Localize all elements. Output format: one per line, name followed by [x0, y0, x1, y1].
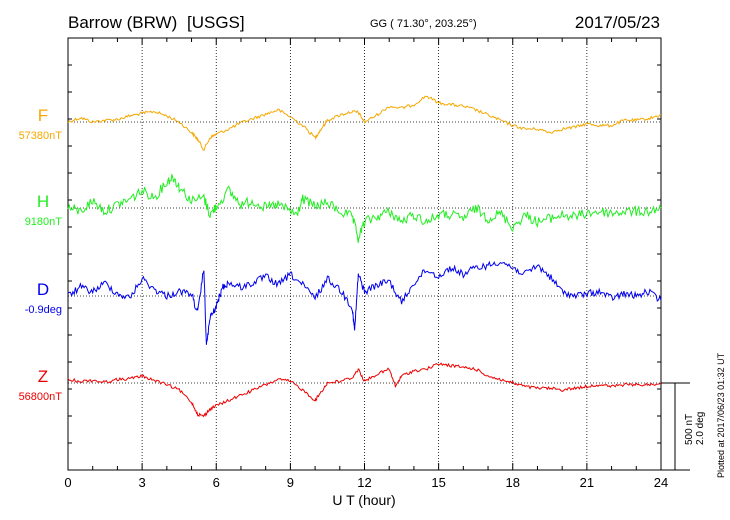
series-line-h	[67, 173, 662, 243]
x-tick-label: 12	[357, 475, 371, 490]
series-name-d: D	[37, 280, 49, 299]
x-axis-label: U T (hour)	[332, 492, 395, 508]
x-tick-label: 9	[287, 475, 294, 490]
scale-bar-nt-label: 500 nT	[684, 414, 695, 445]
plotted-at-note: Plotted at 2017/06/23 01:32 UT	[716, 352, 726, 478]
axis-ticks	[67, 38, 662, 470]
series-name-h: H	[37, 192, 49, 211]
series-baseline-f: 57380nT	[19, 130, 63, 142]
x-tick-label: 18	[506, 475, 520, 490]
series-baseline-d: -0.9deg	[25, 304, 62, 316]
x-tick-label: 0	[64, 475, 71, 490]
series-labels: F 57380nT H 9180nT D -0.9deg Z 56800nT	[19, 106, 63, 403]
station-title: Barrow (BRW)	[68, 13, 177, 32]
coordinates-label: GG ( 71.30°, 203.25°)	[370, 18, 477, 30]
series-baseline-z: 56800nT	[19, 391, 63, 403]
x-tick-label: 21	[580, 475, 594, 490]
x-tick-label: 3	[139, 475, 146, 490]
grid-lines	[68, 38, 661, 470]
date-label: 2017/05/23	[575, 13, 660, 32]
series-line-d	[67, 260, 662, 345]
x-tick-label: 24	[654, 475, 668, 490]
series-line-z	[67, 362, 662, 418]
x-tick-label: 15	[431, 475, 445, 490]
series-baseline-h: 9180nT	[25, 216, 63, 228]
x-tick-label: 6	[213, 475, 220, 490]
x-tick-labels: 0 3 6 9 12 15 18 21 24	[64, 475, 668, 490]
scale-bar-deg-label: 2.0 deg	[695, 412, 706, 445]
network-label: [USGS]	[187, 13, 245, 32]
series-name-f: F	[38, 106, 48, 125]
series-name-z: Z	[38, 367, 48, 386]
series-group	[67, 95, 662, 418]
series-line-f	[67, 95, 662, 151]
